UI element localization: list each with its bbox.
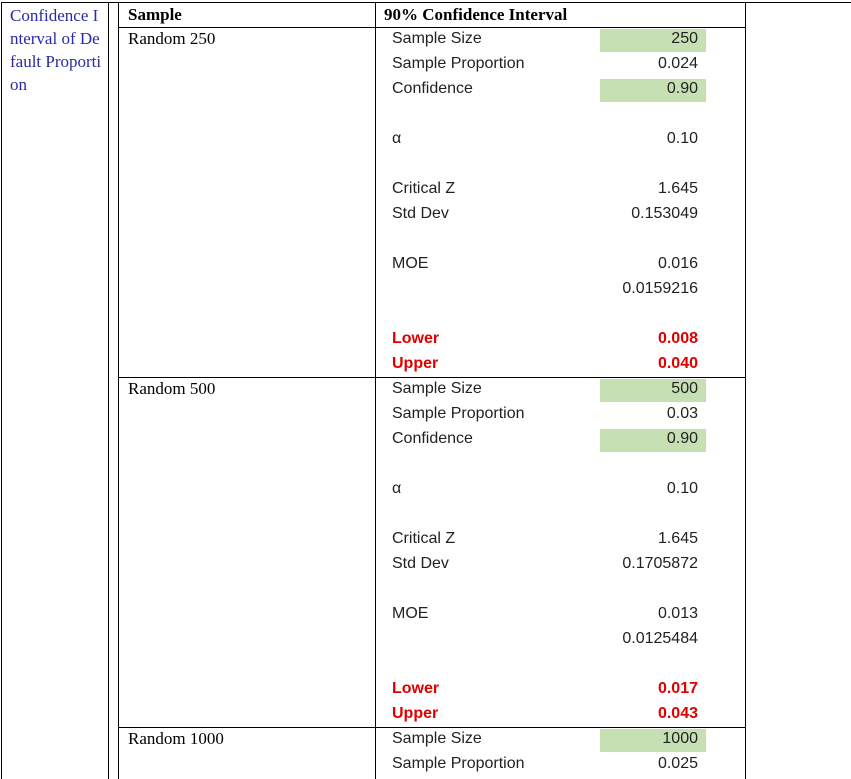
row-value: 0.90 xyxy=(666,430,698,447)
row-value: 0.10 xyxy=(666,130,698,147)
sample-name: Random 250 xyxy=(128,29,216,48)
row-label: MOE xyxy=(392,255,429,272)
row-label: Std Dev xyxy=(392,205,449,222)
side-title: Confidence Interval of Default Proportio… xyxy=(10,6,102,94)
highlight xyxy=(600,29,706,52)
border xyxy=(118,727,746,728)
border xyxy=(108,2,109,779)
border xyxy=(375,2,376,779)
row-value: 0.03 xyxy=(666,405,698,422)
border xyxy=(118,377,746,378)
sample-name: Random 500 xyxy=(128,379,216,398)
border xyxy=(1,2,851,3)
row-value: 500 xyxy=(671,380,698,397)
row-label: Critical Z xyxy=(392,530,456,547)
row-label: Sample Proportion xyxy=(392,755,525,772)
row-value: 0.10 xyxy=(666,480,698,497)
border xyxy=(745,2,746,779)
row-label: Confidence xyxy=(392,430,473,447)
row-value: 0.013 xyxy=(657,605,698,622)
border xyxy=(1,2,2,779)
highlight xyxy=(600,429,706,452)
border xyxy=(118,2,119,779)
row-label: Lower xyxy=(392,680,440,697)
row-value: 0.040 xyxy=(657,355,698,372)
row-value: 0.017 xyxy=(657,680,698,697)
row-value: 0.153049 xyxy=(631,205,698,222)
row-value: 250 xyxy=(671,30,698,47)
row-label: α xyxy=(392,130,402,147)
row-value: 0.024 xyxy=(657,55,698,72)
highlight xyxy=(600,379,706,402)
row-label: Confidence xyxy=(392,80,473,97)
column-header: 90% Confidence Interval xyxy=(384,5,568,24)
row-label: Upper xyxy=(392,705,439,722)
row-value: 0.0159216 xyxy=(622,280,698,297)
row-label: Critical Z xyxy=(392,180,456,197)
row-value: 0.016 xyxy=(657,255,698,272)
row-label: Sample Proportion xyxy=(392,405,525,422)
column-header: Sample xyxy=(128,5,182,24)
row-value: 0.0125484 xyxy=(622,630,698,647)
row-label: Sample Size xyxy=(392,30,482,47)
row-label: MOE xyxy=(392,605,429,622)
row-label: Lower xyxy=(392,330,440,347)
row-value: 1.645 xyxy=(657,530,698,547)
row-label: Sample Size xyxy=(392,730,482,747)
row-label: Sample Proportion xyxy=(392,55,525,72)
row-value: 0.90 xyxy=(666,80,698,97)
row-value: 0.025 xyxy=(657,755,698,772)
row-value: 0.043 xyxy=(657,705,698,722)
row-value: 1.645 xyxy=(657,180,698,197)
row-label: Sample Size xyxy=(392,380,482,397)
row-value: 0.008 xyxy=(657,330,698,347)
row-value: 0.1705872 xyxy=(622,555,698,572)
highlight xyxy=(600,729,706,752)
row-label: Std Dev xyxy=(392,555,449,572)
row-value: 1000 xyxy=(662,730,698,747)
border xyxy=(118,27,746,28)
row-label: α xyxy=(392,480,402,497)
sample-name: Random 1000 xyxy=(128,729,224,748)
row-label: Upper xyxy=(392,355,439,372)
highlight xyxy=(600,79,706,102)
